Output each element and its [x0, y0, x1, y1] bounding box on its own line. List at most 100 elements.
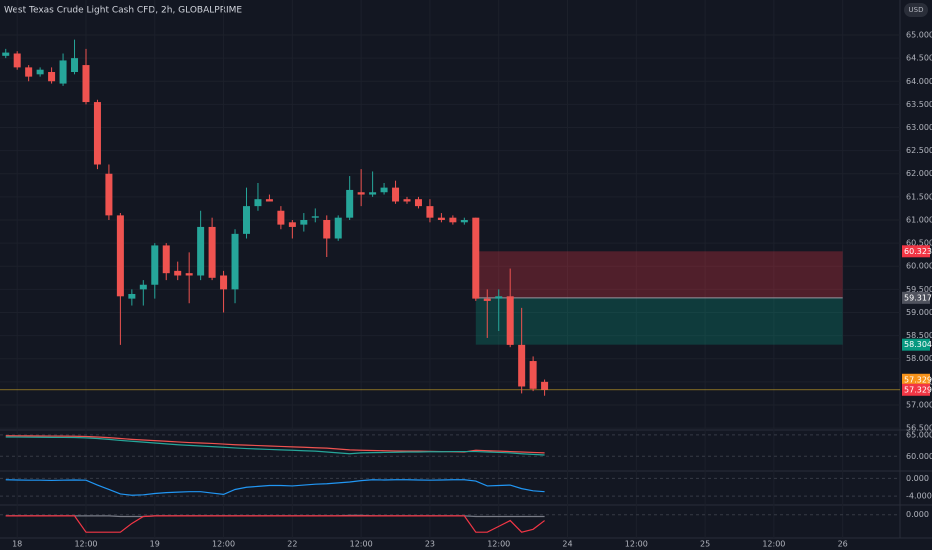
candle-body: [277, 210, 285, 225]
candle-body: [541, 381, 549, 390]
x-tick-label: 23: [425, 540, 435, 549]
candle-body: [48, 72, 56, 82]
candle-body: [254, 199, 262, 207]
target-label: 58.304: [904, 340, 932, 349]
y-tick-label: 61.000: [906, 215, 932, 224]
y-tick-label: 0.000: [906, 474, 929, 483]
y-tick-label: 64.000: [906, 77, 932, 86]
y-tick-label: 62.000: [906, 169, 932, 178]
target-label-box: [902, 338, 930, 351]
x-tick-label: 12:00: [350, 540, 373, 549]
candle-body: [139, 284, 147, 290]
candle-body: [13, 53, 21, 68]
candle-body: [449, 217, 457, 223]
candle-body: [346, 189, 354, 218]
candle-body: [334, 217, 342, 239]
x-tick-label: 19: [150, 540, 160, 549]
y-tick-label: 57.000: [906, 400, 932, 409]
countdown-price-label: 57.329: [904, 375, 932, 384]
x-tick-label: 12:00: [212, 540, 235, 549]
candle-body: [506, 296, 514, 345]
target-zone: [475, 297, 843, 345]
candle-body: [460, 219, 468, 223]
countdown-price-label-box: [902, 373, 930, 386]
candle-body: [162, 245, 170, 274]
y-tick-label: 58.500: [906, 331, 932, 340]
candle-body: [185, 273, 193, 276]
candle-body: [36, 69, 44, 75]
candle-body: [116, 215, 124, 297]
candle-body: [208, 226, 216, 278]
last-price-label-box: [902, 383, 930, 396]
candle-body: [197, 226, 205, 276]
y-tick-label: 60.000: [906, 262, 932, 271]
y-tick-label: 65.000: [906, 430, 932, 439]
y-tick-label: 60.500: [906, 239, 932, 248]
y-tick-label: 64.500: [906, 54, 932, 63]
candle-body: [323, 219, 331, 239]
x-tick-label: 25: [700, 540, 710, 549]
y-tick-label: 59.000: [906, 308, 932, 317]
x-tick-label: 26: [838, 540, 848, 549]
candle-body: [25, 67, 33, 77]
candle-body: [242, 206, 250, 234]
candle-body: [311, 216, 319, 218]
x-tick-label: 12:00: [74, 540, 97, 549]
candle-body: [220, 275, 228, 290]
candle-body: [71, 58, 79, 73]
x-tick-label: 12:00: [762, 540, 785, 549]
stop-label-box: [902, 245, 930, 258]
candle-body: [128, 293, 136, 299]
candle-body: [231, 233, 239, 290]
candle-body: [495, 296, 503, 299]
y-tick-label: 56.500: [906, 424, 932, 433]
y-tick-label: 65.000: [906, 31, 932, 40]
candle-body: [82, 65, 90, 103]
candle-body: [529, 361, 537, 389]
candle-body: [105, 173, 113, 216]
currency-label: USD: [909, 6, 924, 14]
candle-body: [369, 192, 377, 195]
y-tick-label: 61.500: [906, 192, 932, 201]
x-tick-label: 12:00: [487, 540, 510, 549]
candle-body: [288, 222, 296, 227]
candle-body: [265, 199, 273, 202]
x-tick-label: 22: [287, 540, 297, 549]
candle-body: [437, 217, 445, 220]
candle-body: [380, 187, 388, 193]
chart-title: West Texas Crude Light Cash CFD, 2h, GLO…: [4, 6, 242, 16]
indicator-line: [5, 479, 545, 496]
candle-body: [426, 206, 434, 218]
currency-button[interactable]: [904, 3, 928, 17]
entry-label-box: [902, 291, 930, 304]
x-tick-label: 18: [12, 540, 22, 549]
y-tick-label: 0.000: [906, 510, 929, 519]
candle-body: [518, 344, 526, 387]
indicator-line: [5, 515, 545, 533]
candle-body: [93, 102, 101, 165]
y-tick-label: 62.500: [906, 146, 932, 155]
x-tick-label: 24: [562, 540, 572, 549]
candle-body: [151, 245, 159, 285]
candle-body: [357, 192, 365, 195]
candle-body: [392, 187, 400, 202]
last-price-label: 57.329: [904, 385, 932, 394]
candle-body: [483, 298, 491, 301]
candle-body: [300, 219, 308, 225]
indicator-line: [5, 436, 545, 456]
y-tick-label: 58.000: [906, 354, 932, 363]
x-tick-label: 12:00: [625, 540, 648, 549]
candle-body: [414, 199, 422, 207]
stop-zone: [475, 251, 843, 298]
y-tick-label: -4.000: [906, 492, 932, 501]
candle-body: [403, 199, 411, 202]
y-tick-label: 63.000: [906, 123, 932, 132]
stop-label: 60.323: [904, 247, 932, 256]
entry-label: 59.317: [904, 293, 932, 302]
candle-body: [2, 52, 10, 56]
candle-body: [472, 217, 480, 299]
y-tick-label: 59.500: [906, 285, 932, 294]
y-tick-label: 63.500: [906, 100, 932, 109]
